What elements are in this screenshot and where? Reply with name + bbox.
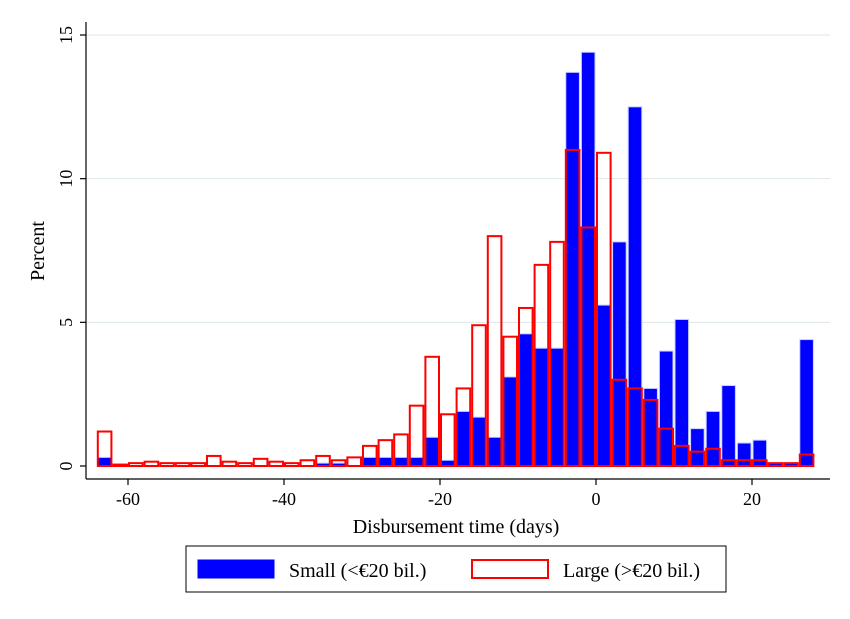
bar-large-9 bbox=[237, 462, 253, 468]
bar-small-17 bbox=[580, 51, 596, 467]
legend-swatch-large bbox=[471, 559, 549, 579]
y-tick-label-0: 0 bbox=[56, 462, 76, 471]
bar-large-10 bbox=[252, 457, 269, 468]
x-tick-label-20: 20 bbox=[743, 489, 761, 509]
bar-large-41 bbox=[736, 459, 753, 467]
bar-large-36 bbox=[658, 427, 675, 467]
bar-large-11 bbox=[268, 460, 284, 468]
gridlines bbox=[86, 34, 830, 323]
bar-large-29 bbox=[549, 240, 565, 467]
bar-large-24 bbox=[471, 324, 487, 467]
bar-small-13 bbox=[518, 333, 534, 467]
bar-small-26 bbox=[721, 385, 736, 467]
legend-box bbox=[185, 545, 727, 593]
bar-large-23 bbox=[455, 387, 472, 468]
bar-small-18 bbox=[596, 304, 612, 467]
bar-large-1 bbox=[112, 463, 129, 467]
series-large-bars bbox=[96, 148, 815, 468]
y-tick-label-5: 5 bbox=[56, 318, 76, 327]
bar-large-14 bbox=[315, 454, 331, 467]
bar-small-20 bbox=[627, 106, 643, 467]
series-small-bars bbox=[97, 51, 814, 467]
bar-small-0 bbox=[97, 456, 112, 467]
x-axis-title: Disbursement time (days) bbox=[353, 516, 560, 538]
bar-small-19 bbox=[612, 241, 627, 467]
legend: Small (<€20 bil.) Large (>€20 bil.) bbox=[185, 545, 727, 593]
x-tick-label--40: -40 bbox=[272, 489, 296, 509]
bar-small-31 bbox=[799, 339, 814, 467]
bar-small-12 bbox=[502, 376, 518, 467]
legend-swatch-small bbox=[197, 559, 275, 579]
bar-large-44 bbox=[783, 462, 799, 468]
bar-small-27 bbox=[736, 442, 752, 467]
bar-large-12 bbox=[284, 462, 300, 468]
bar-large-0 bbox=[96, 430, 113, 467]
bar-large-42 bbox=[752, 459, 768, 467]
bar-large-35 bbox=[642, 398, 659, 467]
bar-small-11 bbox=[487, 436, 502, 467]
bar-large-6 bbox=[190, 462, 206, 468]
bar-large-45 bbox=[798, 453, 815, 467]
y-tick-label-15: 15 bbox=[56, 26, 76, 44]
bar-large-18 bbox=[377, 439, 394, 468]
bar-small-14 bbox=[534, 347, 549, 467]
bar-small-10 bbox=[471, 416, 487, 467]
bar-small-5 bbox=[393, 456, 409, 467]
bar-large-38 bbox=[689, 450, 706, 467]
bar-large-15 bbox=[330, 459, 347, 467]
bar-small-28 bbox=[752, 439, 768, 467]
bar-large-17 bbox=[362, 444, 378, 467]
bar-small-3 bbox=[362, 456, 378, 467]
bar-large-13 bbox=[299, 459, 316, 467]
tick-labels: 0 5 10 15 -60 -40 -20 0 20 bbox=[56, 26, 761, 509]
bar-small-9 bbox=[456, 410, 471, 467]
bar-small-7 bbox=[424, 436, 440, 467]
bar-large-27 bbox=[518, 306, 534, 468]
bar-small-15 bbox=[549, 347, 565, 467]
bar-large-33 bbox=[611, 378, 628, 467]
bar-large-37 bbox=[674, 444, 690, 467]
bar-large-39 bbox=[705, 447, 721, 468]
bar-large-19 bbox=[393, 433, 409, 468]
bar-small-22 bbox=[658, 350, 674, 467]
y-axis-title: Percent bbox=[27, 221, 49, 281]
bar-large-16 bbox=[346, 456, 362, 468]
bar-large-43 bbox=[767, 462, 784, 468]
bar-large-26 bbox=[502, 335, 518, 468]
bar-small-4 bbox=[378, 456, 393, 467]
y-tick-label-10: 10 bbox=[56, 170, 76, 188]
bar-small-24 bbox=[690, 428, 705, 467]
bar-small-23 bbox=[674, 318, 690, 467]
x-tick-label--20: -20 bbox=[428, 489, 452, 509]
bar-large-2 bbox=[128, 462, 144, 468]
bar-small-6 bbox=[409, 456, 424, 467]
bar-large-5 bbox=[174, 462, 191, 468]
bar-small-16 bbox=[565, 71, 580, 467]
x-tick-label--60: -60 bbox=[116, 489, 140, 509]
bar-large-28 bbox=[533, 263, 550, 467]
bar-large-22 bbox=[440, 413, 456, 467]
bar-large-30 bbox=[564, 148, 581, 468]
bar-large-7 bbox=[206, 454, 222, 467]
bar-large-31 bbox=[580, 226, 597, 467]
bar-large-25 bbox=[486, 235, 503, 467]
bar-large-8 bbox=[221, 460, 238, 468]
x-tick-label-0: 0 bbox=[592, 489, 601, 509]
bar-large-34 bbox=[627, 387, 643, 468]
bar-large-20 bbox=[408, 404, 425, 468]
bar-large-3 bbox=[143, 460, 160, 468]
bar-large-32 bbox=[596, 151, 612, 467]
bar-large-4 bbox=[159, 462, 175, 468]
bar-small-25 bbox=[705, 410, 721, 467]
axes bbox=[80, 22, 830, 485]
legend-label-small: Small (<€20 bil.) bbox=[289, 560, 426, 582]
legend-label-large: Large (>€20 bil.) bbox=[563, 560, 700, 582]
bar-large-40 bbox=[720, 459, 737, 467]
bar-large-21 bbox=[424, 355, 440, 467]
